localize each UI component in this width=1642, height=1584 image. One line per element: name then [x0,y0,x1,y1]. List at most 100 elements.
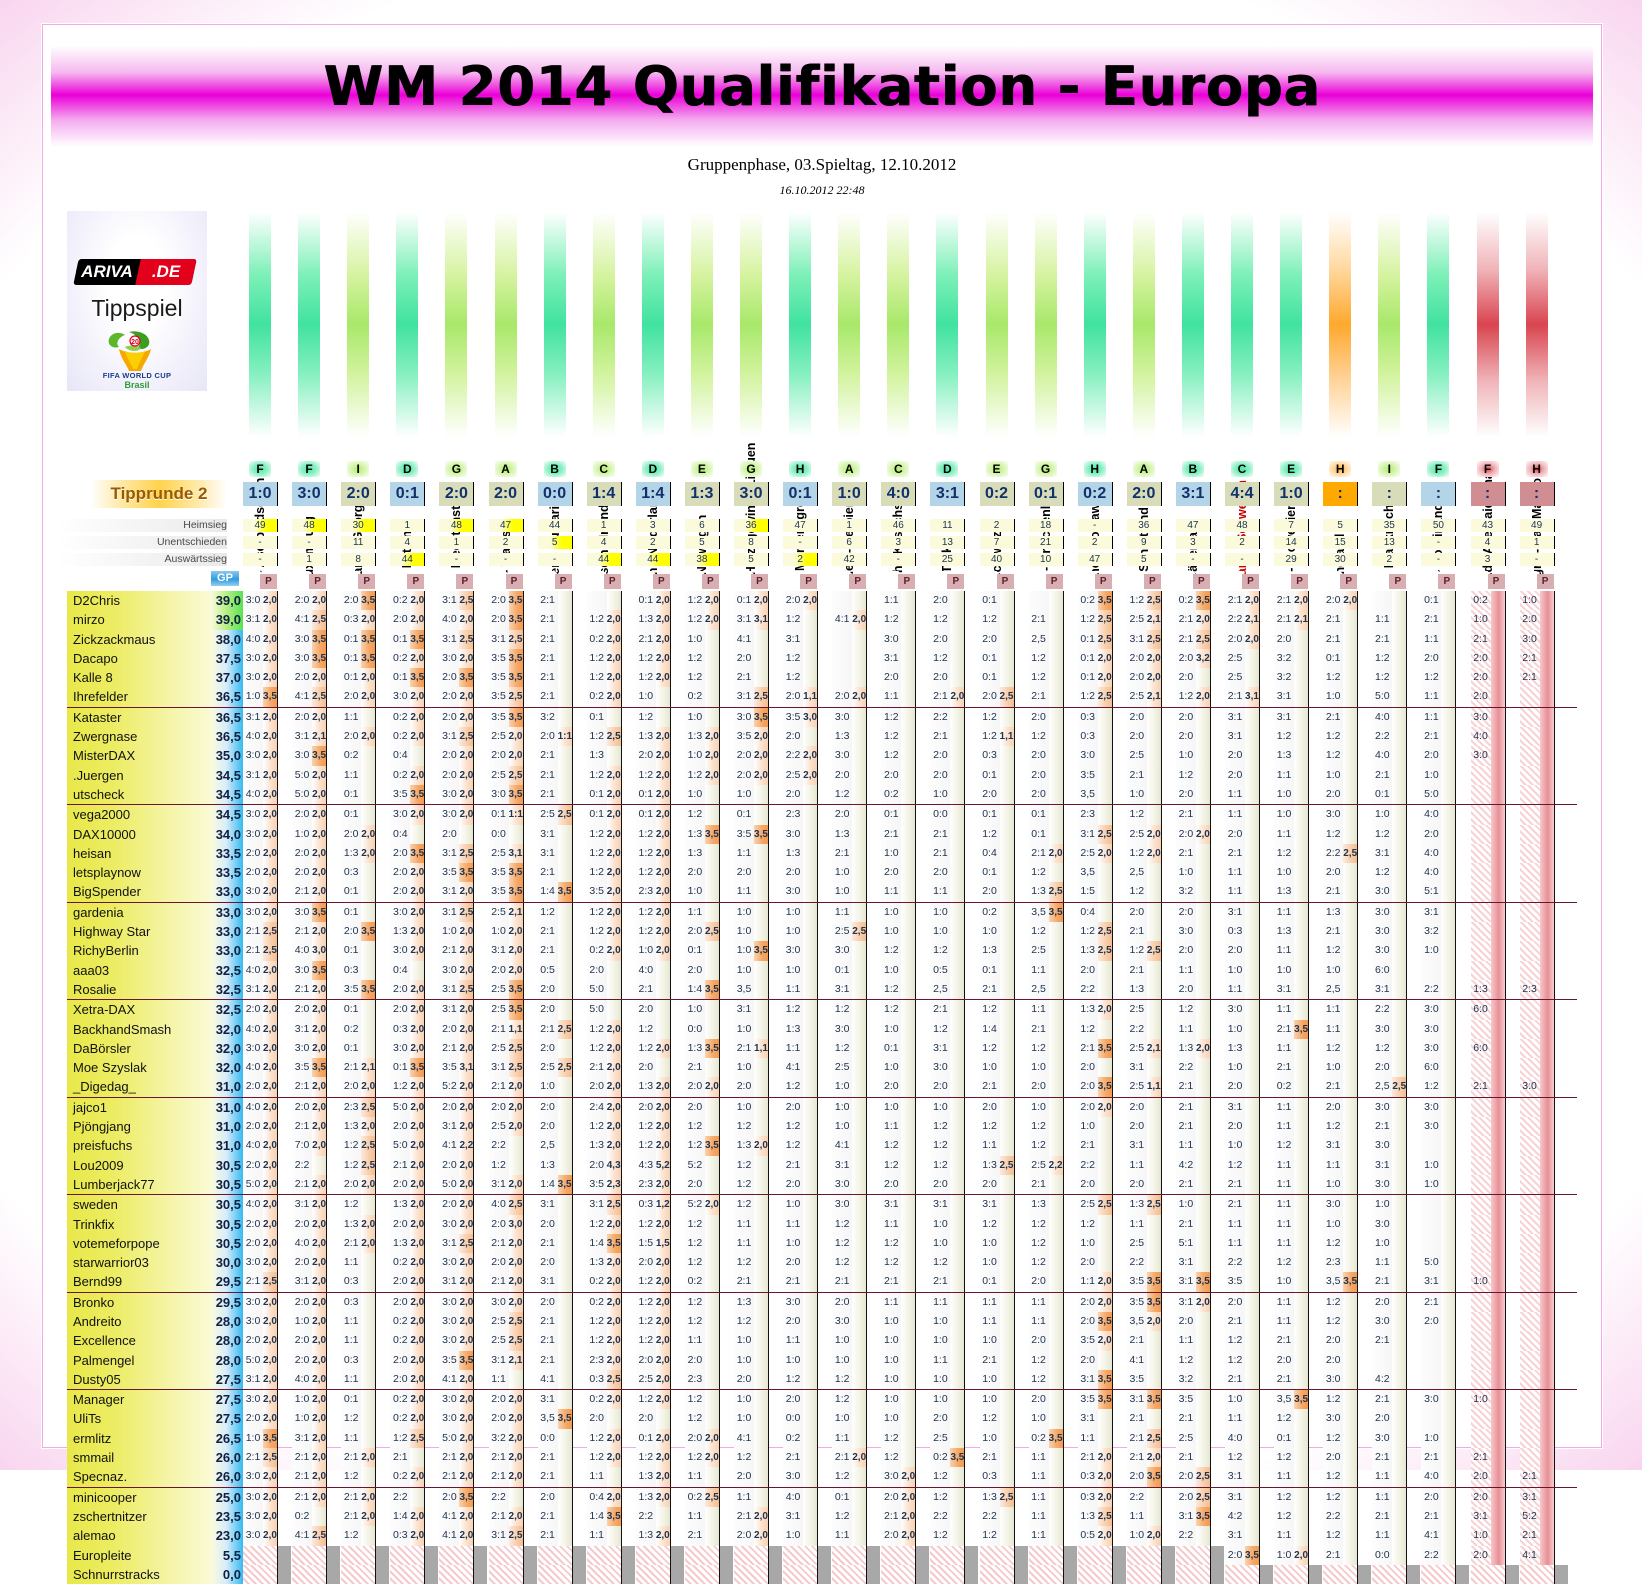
prediction-cell[interactable]: 2:1 [341,1233,362,1254]
prediction-cell[interactable]: 1:0 [783,902,804,923]
prediction-cell[interactable]: 2:5 [488,902,509,923]
prediction-cell[interactable] [1519,960,1540,980]
prediction-cell[interactable]: 3:0 [488,1292,509,1312]
prediction-cell[interactable]: 2:3 [684,1369,705,1390]
prediction-cell[interactable]: 3:0 [292,648,313,669]
prediction-cell[interactable]: 2:1 [390,1448,411,1468]
prediction-cell[interactable]: 3:0 [1225,1000,1245,1020]
prediction-cell[interactable]: 5:2 [1519,1506,1540,1527]
prediction-cell[interactable]: 2:1 [488,1077,509,1097]
prediction-cell[interactable]: 1:1 [1274,1117,1295,1137]
prediction-cell[interactable]: 1:2 [783,668,804,688]
prediction-cell[interactable]: 3:0 [1323,1195,1344,1215]
prediction-cell[interactable]: 1:1 [881,1117,902,1137]
prediction-cell[interactable]: 0:4 [979,843,1000,864]
prediction-cell[interactable]: 1:0 [783,1195,804,1215]
prediction-cell[interactable]: 1:0 [292,1311,313,1332]
prediction-cell[interactable] [1470,1409,1491,1429]
prediction-cell[interactable]: 2,5 [1323,979,1344,1000]
prediction-cell[interactable]: 1:0 [832,1097,853,1118]
table-row[interactable]: minicooper 25,0 3:0 2,0 2:1 2,0 2:1 2,0 2:2 2:0 3,… [67,1487,1577,1507]
prediction-cell[interactable]: 4:0 [1421,843,1442,864]
prediction-cell[interactable]: 1:2 [1126,805,1147,825]
prediction-cell[interactable]: 3:2 [1274,648,1295,669]
prediction-cell[interactable]: 3,5 [1077,784,1098,805]
prediction-cell[interactable]: 1:0 [881,1097,902,1118]
prediction-cell[interactable]: 2:0 [881,1077,902,1097]
prediction-cell[interactable]: 1:0 [1077,1233,1098,1254]
prediction-cell[interactable]: 1:0 [1175,863,1196,883]
prediction-cell[interactable]: 3,5 [1077,863,1098,883]
prediction-cell[interactable]: 2:0 [586,1155,607,1175]
prediction-cell[interactable]: 3:1 [1421,902,1442,923]
prediction-cell[interactable]: 3:0 [390,687,411,707]
prediction-cell[interactable] [1519,1233,1540,1254]
prediction-cell[interactable]: 2:0 [537,1253,558,1273]
prediction-cell[interactable]: 2:0 [783,591,804,611]
prediction-cell[interactable]: 1:0 [783,922,804,942]
prediction-cell[interactable]: 1:3 [979,941,1000,961]
prediction-cell[interactable]: 1:2 [635,668,656,688]
prediction-cell[interactable]: 4:0 [243,960,263,980]
prediction-cell[interactable]: 1:1 [684,902,705,923]
prediction-cell[interactable]: 0:2 [390,1253,411,1273]
prediction-cell[interactable]: 5:0 [586,979,607,1000]
prediction-cell[interactable]: 3:1 [1372,843,1393,864]
prediction-cell[interactable]: 1:3 [635,1467,656,1487]
prediction-cell[interactable]: 1:1 [1028,1467,1049,1487]
prediction-cell[interactable] [1421,1136,1442,1156]
prediction-cell[interactable]: 2:0 [881,863,902,883]
prediction-cell[interactable]: 2:0 [930,1077,951,1097]
prediction-cell[interactable]: 3:5 [1077,765,1098,785]
prediction-cell[interactable]: 2:3 [783,805,804,825]
prediction-cell[interactable]: 2:1 [1274,591,1295,611]
prediction-cell[interactable]: 3:5 [439,863,460,883]
prediction-cell[interactable]: 2:1 [439,1448,460,1468]
prediction-cell[interactable]: 1:3 [1470,979,1491,1000]
prediction-cell[interactable]: 1:2 [881,727,902,747]
prediction-cell[interactable]: 1:2 [1175,1000,1196,1020]
prediction-cell[interactable]: 1:0 [930,1369,951,1390]
prediction-cell[interactable]: 0:1 [734,591,754,611]
prediction-cell[interactable]: 1:3 [390,922,411,942]
prediction-cell[interactable]: 3:0 [930,1058,951,1078]
prediction-cell[interactable] [586,591,607,611]
prediction-cell[interactable]: 2:5 [488,1311,509,1332]
prediction-cell[interactable]: 1:2 [1274,1448,1295,1468]
prediction-cell[interactable]: 3:0 [1372,922,1393,942]
prediction-cell[interactable]: 3:5 [734,727,754,747]
prediction-cell[interactable]: 1:2 [635,707,656,728]
prediction-cell[interactable]: 1:2 [1323,746,1344,766]
prediction-cell[interactable]: 0:1 [341,629,362,649]
prediction-cell[interactable]: 1:2 [1175,687,1196,707]
prediction-cell[interactable]: 1:2 [881,1000,902,1020]
prediction-cell[interactable]: 1:2 [930,1019,951,1039]
prediction-cell[interactable]: 0:1 [635,784,656,805]
prediction-cell[interactable]: 2:1 [537,629,558,649]
prediction-cell[interactable]: 1:2 [586,610,607,630]
prediction-cell[interactable]: 0:1 [341,1038,362,1059]
prediction-cell[interactable]: 0:1 [979,765,1000,785]
prediction-cell[interactable]: 3:0 [832,1019,853,1039]
prediction-cell[interactable]: 1:2 [684,1136,705,1156]
prediction-cell[interactable]: 2:0 [390,882,411,902]
prediction-cell[interactable]: 3:0 [292,1038,313,1059]
prediction-cell[interactable]: 2:1 [1274,1019,1295,1039]
prediction-cell[interactable]: 1:2 [832,1214,853,1234]
prediction-cell[interactable]: 1:4 [537,1174,558,1195]
prediction-cell[interactable]: 0:2 [1470,591,1491,611]
prediction-cell[interactable]: 1:0 [881,1369,902,1390]
prediction-cell[interactable]: 1:3 [832,824,853,844]
prediction-cell[interactable]: 2:0 [1421,746,1442,766]
prediction-cell[interactable]: 2:1 [292,922,313,942]
prediction-cell[interactable]: 3:0 [783,882,804,902]
prediction-cell[interactable]: 2:5 [1028,941,1049,961]
prediction-cell[interactable]: 2:2 [1225,610,1245,630]
prediction-cell[interactable] [1470,765,1491,785]
prediction-cell[interactable]: 4:0 [243,1195,263,1215]
prediction-cell[interactable]: 0:2 [586,629,607,649]
prediction-cell[interactable]: 1:2 [586,1331,607,1351]
prediction-cell[interactable]: 4:0 [488,1195,509,1215]
table-row[interactable]: Moe Szyslak 32,0 4:0 2,0 3:5 3,5 2:1 2,1 0:1 3,5 3… [67,1058,1577,1078]
prediction-cell[interactable]: 1:5 [1077,882,1098,902]
